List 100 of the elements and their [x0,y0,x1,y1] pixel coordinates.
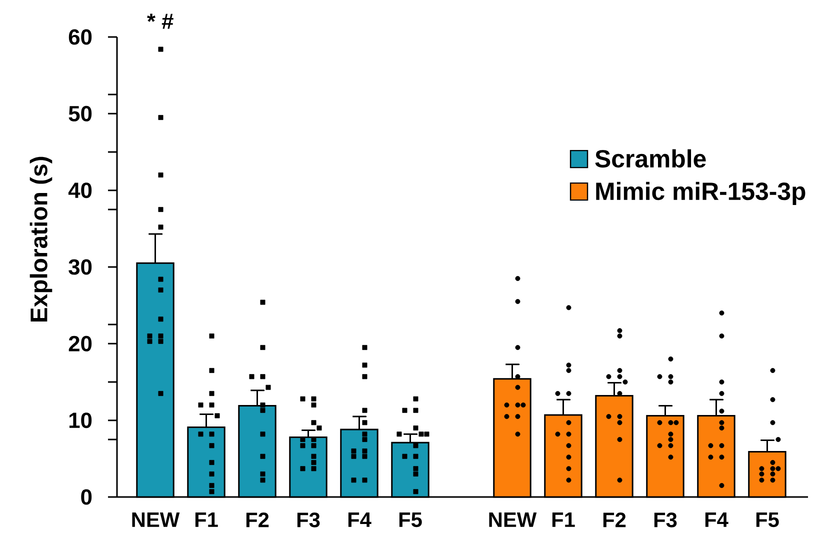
x-tick-label: F5 [756,512,779,528]
point [158,172,164,178]
point [566,362,572,368]
legend-label: Mimic miR-153-3p [596,182,806,206]
point [617,478,622,483]
point [362,420,368,426]
point [362,478,368,483]
point [668,374,674,380]
legend-label: Scramble [595,149,706,168]
point [362,362,368,368]
point [311,420,316,426]
point [668,420,674,426]
x-tick-label: F3 [297,512,320,528]
x-tick-label: F1 [552,512,575,527]
x-tick-label: F1 [195,512,218,527]
point [260,402,266,408]
point [668,443,674,448]
point [719,310,724,316]
point [668,454,674,460]
point [209,391,214,396]
point [617,368,622,373]
point [719,483,724,488]
point [311,454,316,459]
x-tick-label: F3 [654,512,677,528]
x-tick-label: F2 [246,512,269,528]
y-tick-label: 30 [68,259,92,275]
point [668,432,674,437]
point [362,448,368,454]
point [566,391,572,396]
point [719,454,724,460]
x-tick-label: NEW [132,512,180,527]
point [566,368,572,373]
point [362,374,368,380]
point [158,391,164,396]
point [617,334,622,338]
point [617,437,622,442]
point [770,397,776,402]
point [719,391,724,396]
y-tick-label: 20 [68,336,92,352]
x-tick-label: NEW [489,512,537,527]
point [668,437,674,442]
y-tick-label: 0 [81,489,92,505]
x-tick-label: F4 [705,512,728,527]
point [719,380,724,384]
point [617,328,622,334]
point [413,443,418,448]
text: * # [147,14,174,29]
point [515,299,520,304]
point [158,334,164,338]
point [362,408,368,413]
point [566,478,572,483]
point [515,345,520,350]
point [158,288,164,292]
point [260,300,266,305]
point [566,420,572,426]
y-tick-label: 10 [69,412,92,428]
point [566,305,572,310]
point [617,420,622,426]
point [770,472,776,476]
point [413,466,418,472]
x-tick-label: F5 [399,512,422,528]
point [209,432,214,437]
point [158,276,164,282]
point [770,460,776,465]
point [158,316,164,322]
point [770,420,776,426]
point [413,472,418,476]
point [209,483,214,488]
x-tick-label: F4 [348,512,372,527]
point [515,414,520,419]
point [566,466,572,472]
point [413,489,418,494]
point [515,276,520,281]
point [413,396,418,402]
point [668,380,674,384]
y-tick-label: 50 [68,106,92,122]
point [260,478,266,483]
point [719,408,724,414]
point [719,443,724,448]
point [770,478,776,483]
point [260,345,266,350]
point [362,432,368,437]
point [158,115,164,120]
point [209,489,214,494]
point [311,443,316,448]
point [158,46,164,52]
point [260,454,266,459]
y-tick-label: 60 [68,29,92,45]
point [413,454,418,459]
point [719,334,724,338]
point [719,420,724,426]
point [515,402,520,408]
point [209,402,214,408]
point [209,460,214,465]
point [719,426,724,430]
point [209,472,214,476]
point [362,454,368,459]
point [617,374,622,380]
point [566,443,572,448]
point [311,466,316,472]
